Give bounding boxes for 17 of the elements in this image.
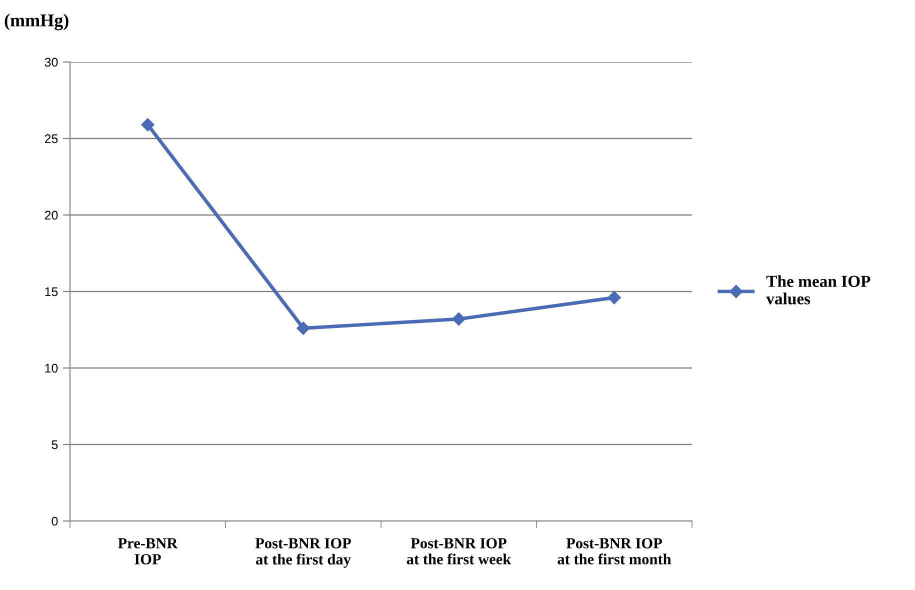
point [452, 312, 466, 326]
x-tick-label: Post-BNR IOP at the first day [255, 538, 351, 568]
y-tick-label: 20 [44, 210, 58, 220]
x-tick-label: Post-BNR IOP at the first month [558, 538, 672, 564]
y-tick-label: 0 [52, 516, 58, 526]
y-tick-label: 5 [52, 440, 58, 450]
y-tick-label: 30 [44, 58, 58, 67]
y-tick-label: 10 [45, 364, 58, 373]
point [141, 118, 154, 132]
x-tick-label: Post-BNR IOP at the first week [406, 538, 512, 564]
point [608, 291, 621, 304]
y-tick-label: 25 [44, 134, 58, 144]
y-axis-title: (mmHg) [4, 14, 68, 30]
point [296, 322, 310, 335]
y-tick-label: 15 [45, 287, 58, 296]
legend-label: The mean IOP values [766, 275, 870, 304]
x-tick-label: Pre-BNR IOP [118, 538, 178, 564]
